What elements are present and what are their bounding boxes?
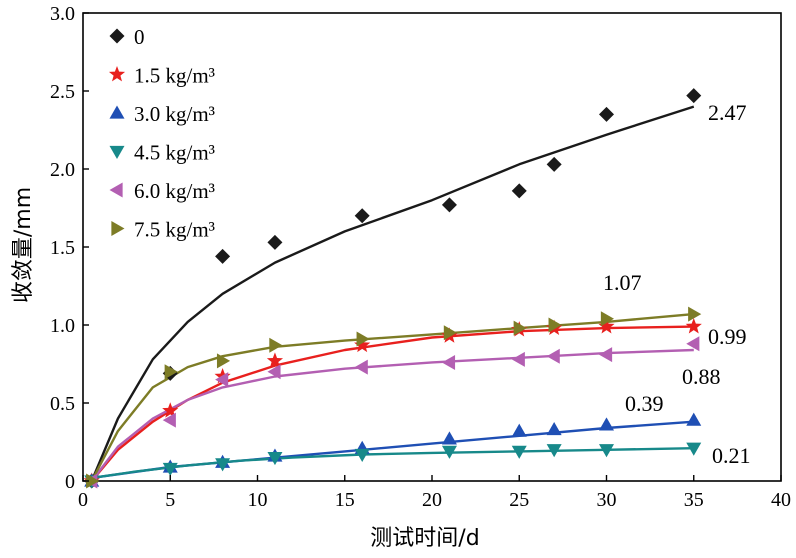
x-tick-label: 15 bbox=[335, 489, 355, 511]
data-point bbox=[686, 412, 702, 426]
x-tick-label: 0 bbox=[78, 489, 88, 511]
value-annotation: 0.88 bbox=[682, 364, 721, 389]
value-annotation: 0.39 bbox=[625, 391, 664, 416]
data-point bbox=[162, 462, 178, 477]
data-point bbox=[441, 431, 457, 445]
fit-line bbox=[90, 312, 694, 482]
data-point bbox=[511, 351, 525, 367]
data-point bbox=[354, 448, 370, 462]
data-point bbox=[546, 348, 560, 364]
data-point bbox=[686, 442, 702, 456]
data-point bbox=[215, 372, 229, 388]
data-point bbox=[354, 336, 371, 353]
data-point bbox=[162, 412, 176, 428]
data-point bbox=[267, 451, 283, 466]
data-point bbox=[108, 66, 126, 82]
legend-label: 3.0 kg/m³ bbox=[134, 102, 215, 126]
data-point bbox=[441, 354, 456, 370]
data-point bbox=[215, 248, 231, 264]
data-point bbox=[215, 458, 231, 472]
fit-line bbox=[91, 447, 694, 480]
data-point bbox=[86, 473, 100, 489]
data-point bbox=[164, 364, 178, 380]
data-point bbox=[111, 221, 125, 236]
x-tick-label: 35 bbox=[684, 489, 704, 511]
x-tick-label: 30 bbox=[597, 489, 617, 511]
fit-line bbox=[90, 105, 695, 482]
data-point bbox=[686, 336, 700, 352]
y-tick-label: 1.5 bbox=[50, 237, 75, 259]
data-point bbox=[354, 208, 370, 224]
y-tick-label: 3.0 bbox=[50, 3, 75, 25]
x-tick-label: 10 bbox=[248, 489, 268, 511]
data-point bbox=[266, 352, 284, 368]
data-point bbox=[216, 353, 231, 369]
legend-label: 6.0 kg/m³ bbox=[134, 179, 215, 203]
value-annotation: 0.99 bbox=[708, 324, 747, 349]
legend-label: 0 bbox=[134, 25, 145, 49]
data-point bbox=[546, 444, 562, 458]
data-point bbox=[599, 106, 614, 122]
data-point bbox=[162, 402, 179, 418]
data-point bbox=[599, 417, 614, 431]
legend-label: 7.5 kg/m³ bbox=[134, 218, 215, 242]
y-tick-label: 2.5 bbox=[50, 81, 75, 103]
data-point bbox=[354, 359, 368, 375]
fit-line bbox=[90, 325, 694, 482]
x-axis-title: 测试时间/d bbox=[370, 526, 479, 551]
y-tick-label: 1.0 bbox=[50, 315, 75, 337]
data-point bbox=[688, 306, 702, 322]
y-axis-title: 收敛量/mm bbox=[11, 187, 36, 303]
y-tick-label: 2.0 bbox=[50, 159, 75, 181]
value-annotation: 2.47 bbox=[708, 100, 747, 125]
x-tick-label: 25 bbox=[509, 489, 529, 511]
end-labels: 2.47 0.99 0.39 0.21 0.88 1.07 bbox=[603, 100, 751, 468]
x-tick-label: 20 bbox=[422, 489, 442, 511]
data-point bbox=[546, 156, 562, 172]
data-point bbox=[441, 445, 457, 459]
data-point bbox=[441, 197, 457, 213]
data-point bbox=[267, 234, 283, 250]
data-point bbox=[546, 422, 562, 436]
data-point bbox=[511, 423, 527, 437]
x-tick-label: 5 bbox=[165, 489, 175, 511]
markers bbox=[83, 88, 702, 489]
legend: 0 1.5 kg/m³ 3.0 kg/m³ 4.5 kg/m³ 6.0 kg/m³ 7.5… bbox=[108, 25, 215, 242]
data-point bbox=[511, 183, 527, 199]
y-tick-label: 0.5 bbox=[50, 393, 75, 415]
data-point bbox=[356, 331, 370, 347]
data-point bbox=[513, 320, 527, 336]
data-point bbox=[267, 364, 281, 380]
data-point bbox=[685, 318, 702, 334]
data-point bbox=[599, 347, 613, 363]
value-annotation: 1.07 bbox=[603, 270, 642, 295]
data-point bbox=[109, 105, 125, 119]
x-tick-label: 40 bbox=[771, 489, 791, 511]
data-point bbox=[443, 325, 457, 341]
data-point bbox=[686, 88, 702, 104]
data-point bbox=[600, 311, 614, 327]
y-tick-label: 0 bbox=[65, 471, 75, 493]
axis-ticks: 0 5 10 15 20 25 30 35 40 0 0.5 1.0 1.5 2.0 2.5 3.0 bbox=[50, 3, 791, 511]
data-point bbox=[599, 444, 614, 458]
data-point bbox=[598, 318, 615, 334]
value-annotation: 0.21 bbox=[712, 443, 751, 468]
data-point bbox=[511, 445, 527, 459]
data-point bbox=[109, 28, 125, 44]
data-point bbox=[109, 182, 123, 198]
data-point bbox=[548, 317, 562, 333]
data-point bbox=[269, 337, 283, 353]
data-point bbox=[109, 145, 125, 159]
legend-label: 1.5 kg/m³ bbox=[134, 64, 215, 88]
legend-label: 4.5 kg/m³ bbox=[134, 141, 215, 165]
